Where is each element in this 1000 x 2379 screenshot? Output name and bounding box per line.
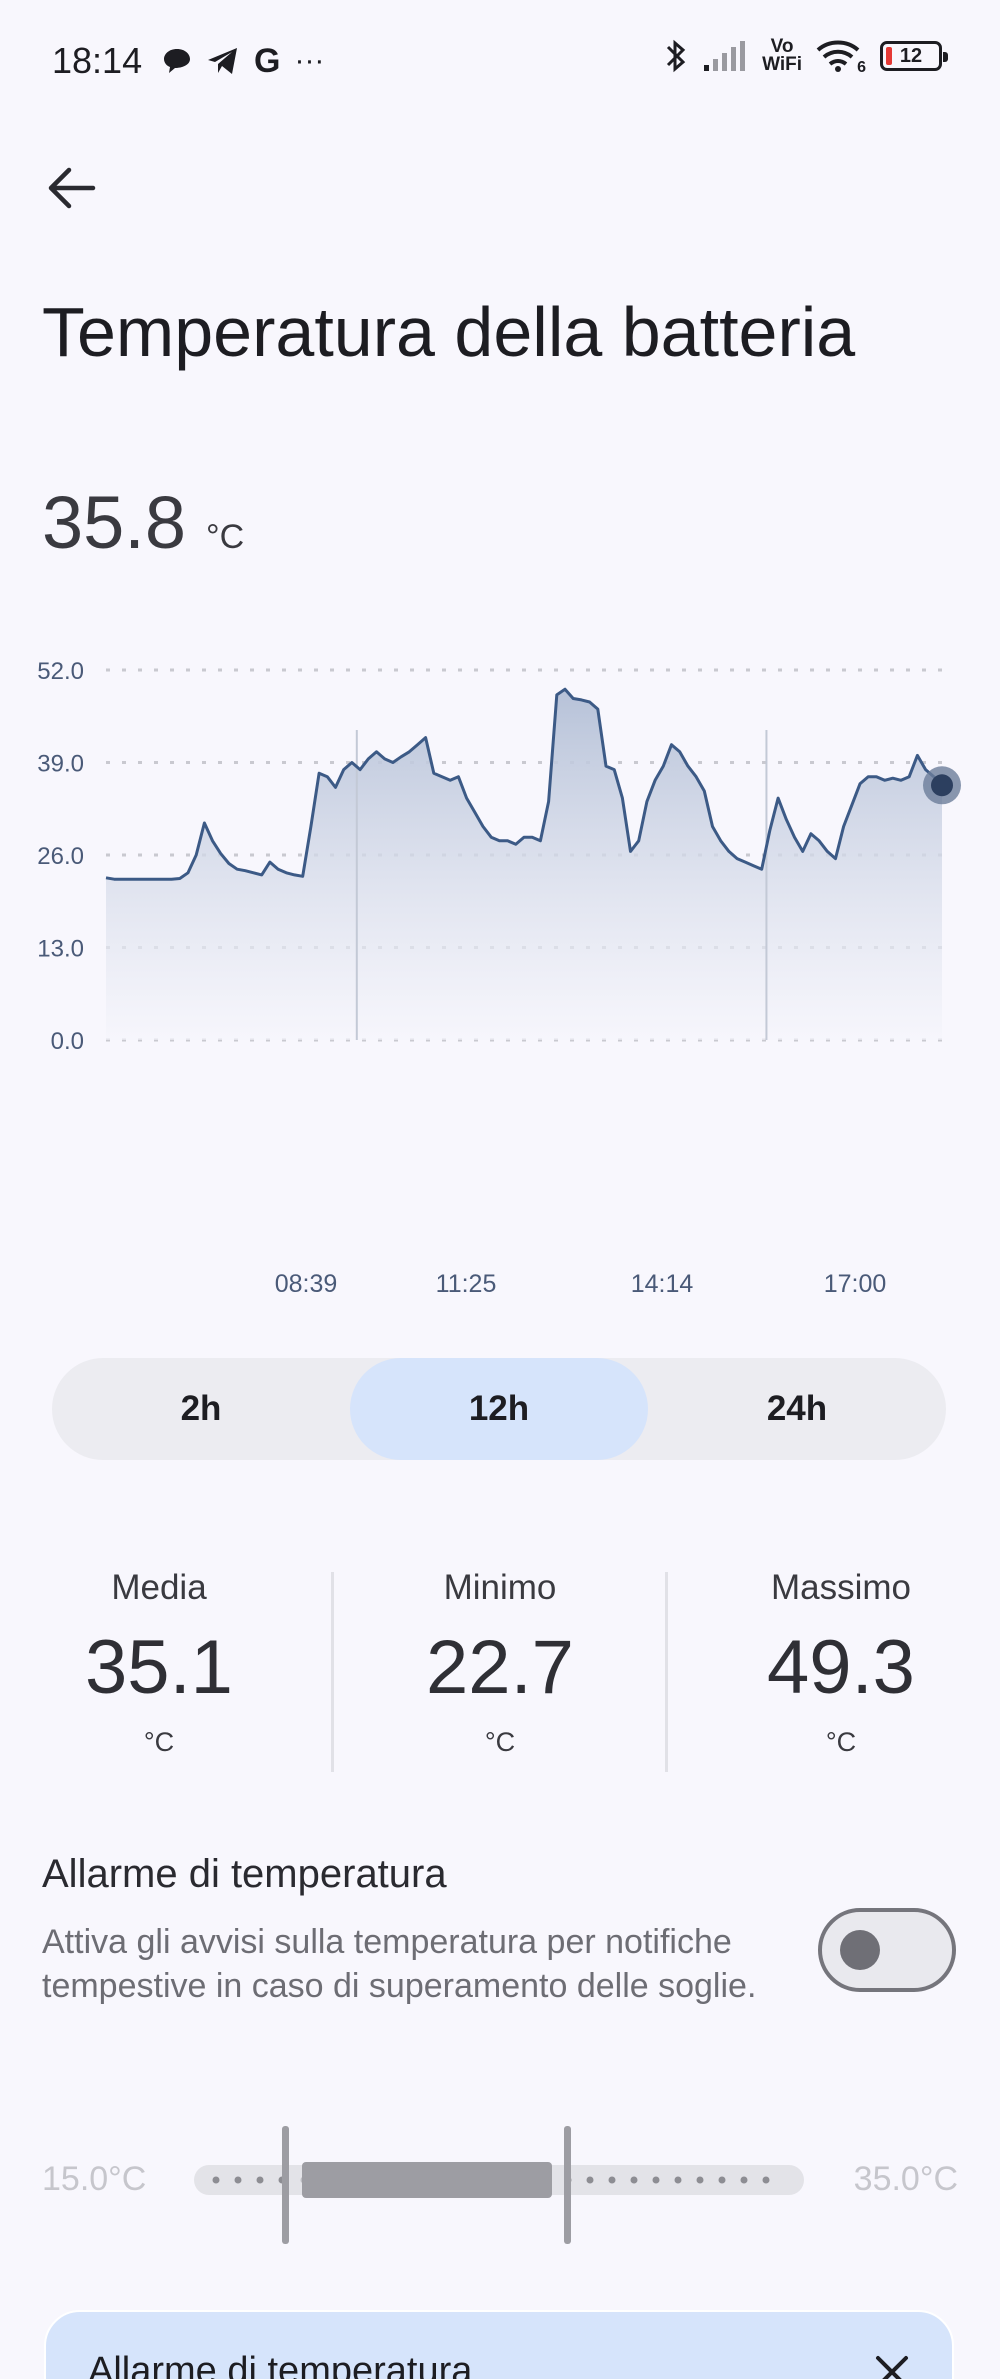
tab-24h[interactable]: 24h (766, 1389, 828, 1428)
system-icons: Vo WiFi 6 12 (664, 36, 948, 76)
tab-2h[interactable]: 2h (180, 1389, 222, 1428)
current-temperature-unit: °C (206, 518, 245, 556)
more-dots-icon: ··· (294, 44, 325, 77)
slider-step-dot (234, 2176, 242, 2184)
threshold-min-label: 15.0°C (42, 2160, 147, 2198)
stat-maximum: Massimo 49.3 °C (696, 1568, 986, 1758)
status-bar: 18:14 G ··· Vo WiFi 6 (0, 0, 1000, 130)
vowifi-line2: WiFi (762, 54, 802, 75)
vowifi-line1: Vo (770, 36, 794, 57)
status-time: 18:14 (52, 40, 143, 81)
x-tick-label: 17:00 (824, 1270, 887, 1298)
current-point (931, 774, 953, 797)
slider-step-dot (718, 2176, 726, 2184)
arrow-left-icon (48, 167, 96, 209)
battery-level: 12 (899, 44, 923, 67)
slider-step-dot (212, 2176, 220, 2184)
stats-divider (331, 1572, 334, 1772)
stat-maximum-value: 49.3 (767, 1625, 915, 1710)
google-icon: G (254, 42, 281, 80)
alarm-toggle[interactable] (818, 1908, 956, 1992)
series-line (105, 687, 944, 881)
slider-step-dot (740, 2176, 748, 2184)
telegram-icon (208, 48, 237, 74)
stat-minimum-unit: °C (484, 1727, 516, 1757)
page-title: Temperatura della batteria (42, 293, 856, 371)
y-tick-label: 39.0 (37, 751, 84, 778)
close-icon[interactable] (872, 2352, 912, 2379)
slider-step-dot (652, 2176, 660, 2184)
notification-icons: G ··· (162, 44, 324, 78)
threshold-range-slider[interactable] (194, 2126, 804, 2244)
slider-step-dot (696, 2176, 704, 2184)
slider-step-dot (630, 2176, 638, 2184)
stat-average-unit: °C (143, 1727, 175, 1757)
stat-average-label: Media (111, 1568, 207, 1607)
stat-minimum: Minimo 22.7 °C (355, 1568, 645, 1758)
threshold-max-label: 35.0°C (853, 2160, 958, 2198)
temperature-chart[interactable]: 52.0 39.0 26.0 13.0 0.0 08:39 11:25 14:14 17:00 (0, 630, 1000, 1330)
y-tick-label: 26.0 (37, 843, 84, 870)
alarm-banner: Allarme di temperatura (44, 2310, 954, 2379)
alarm-description: Attiva gli avvisi sulla temperatura per … (42, 1923, 757, 2005)
threshold-min-handle (282, 2126, 289, 2244)
time-range-selector: 2h 12h 24h (52, 1358, 946, 1460)
stat-maximum-unit: °C (825, 1727, 857, 1757)
stats-divider (665, 1572, 668, 1772)
x-tick-label: 11:25 (436, 1270, 497, 1298)
stat-minimum-label: Minimo (443, 1568, 557, 1607)
slider-step-dot (586, 2176, 594, 2184)
battery-icon: 12 (880, 41, 948, 71)
current-temperature-value: 35.8 (42, 481, 187, 564)
stat-maximum-label: Massimo (770, 1568, 912, 1607)
wifi-icon: 6 (816, 39, 866, 76)
slider-step-dot (256, 2176, 264, 2184)
current-temperature: 35.8 °C (42, 480, 244, 565)
temperature-stats: Media 35.1 °C Minimo 22.7 °C Massimo 49.… (0, 1568, 1000, 1773)
back-button[interactable] (40, 156, 104, 220)
slider-step-dot (674, 2176, 682, 2184)
threshold-max-handle (564, 2126, 571, 2244)
banner-title: Allarme di temperatura (88, 2350, 473, 2379)
y-tick-label: 0.0 (51, 1028, 84, 1055)
slider-step-dot (762, 2176, 770, 2184)
chat-bubble-icon (164, 49, 190, 73)
stat-minimum-value: 22.7 (426, 1625, 574, 1710)
alarm-title: Allarme di temperatura (42, 1852, 447, 1896)
vowifi-icon: Vo WiFi (762, 36, 802, 75)
tab-12h[interactable]: 12h (350, 1358, 648, 1460)
bluetooth-icon (667, 39, 686, 73)
slider-step-dot (608, 2176, 616, 2184)
x-tick-label: 08:39 (275, 1270, 338, 1298)
stat-average: Media 35.1 °C (14, 1568, 304, 1758)
wifi-badge: 6 (857, 59, 866, 76)
stat-average-value: 35.1 (85, 1625, 233, 1710)
series-area (106, 689, 942, 1040)
y-tick-label: 52.0 (37, 658, 84, 685)
x-tick-label: 14:14 (631, 1270, 694, 1298)
toggle-knob (840, 1930, 880, 1970)
y-tick-label: 13.0 (37, 936, 84, 963)
signal-icon (704, 41, 746, 71)
